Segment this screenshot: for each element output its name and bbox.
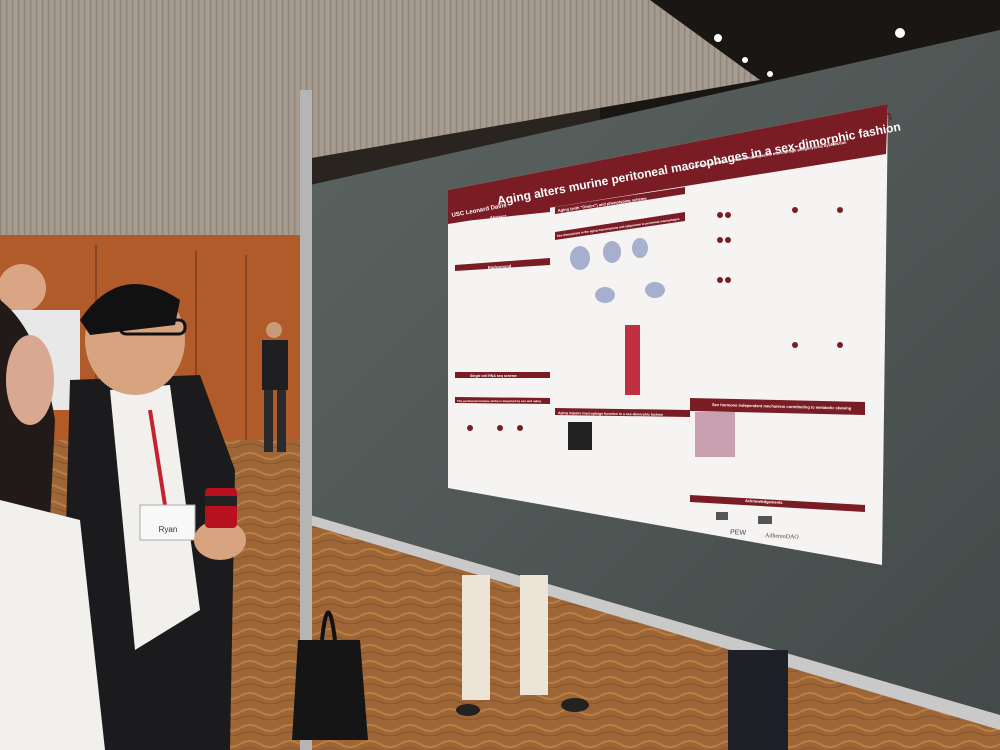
funder-1: PEW (730, 529, 747, 537)
wall-left (0, 0, 300, 240)
wall-center (300, 0, 760, 160)
person-background (262, 322, 288, 452)
section-hormone: Sex hormone independent mechanism contri… (712, 402, 852, 411)
funder-2: AdhereoDAO (765, 533, 800, 541)
section-impairs: Aging impairs macrophage function in a s… (558, 411, 663, 417)
poster-logos (716, 512, 772, 524)
board-pole (300, 90, 312, 750)
section-ack: Acknowledgements (745, 498, 784, 505)
person-foreground (0, 300, 105, 750)
person-behind-board (456, 575, 788, 750)
tote-bag (292, 610, 368, 740)
person-viewer: Ryan (60, 284, 246, 750)
section-background: Background (488, 263, 512, 270)
poster-title-bar (448, 104, 888, 224)
research-poster (448, 104, 888, 565)
section-abstract: Abstract (490, 213, 507, 220)
section-sex-aging: The peritoneal immune niche is impacted … (457, 399, 541, 403)
poster-dots (467, 207, 843, 431)
ceiling-lights (647, 3, 905, 77)
section-single-cell: Single cell RNA seq scheme (470, 374, 517, 378)
poster-figures (570, 238, 665, 303)
soda-can (205, 488, 237, 528)
poster-paper (448, 104, 888, 565)
board-rail (310, 515, 1000, 730)
name-badge (139, 504, 196, 541)
badge-name: Ryan (159, 525, 178, 534)
poster-heatmap (568, 325, 735, 457)
